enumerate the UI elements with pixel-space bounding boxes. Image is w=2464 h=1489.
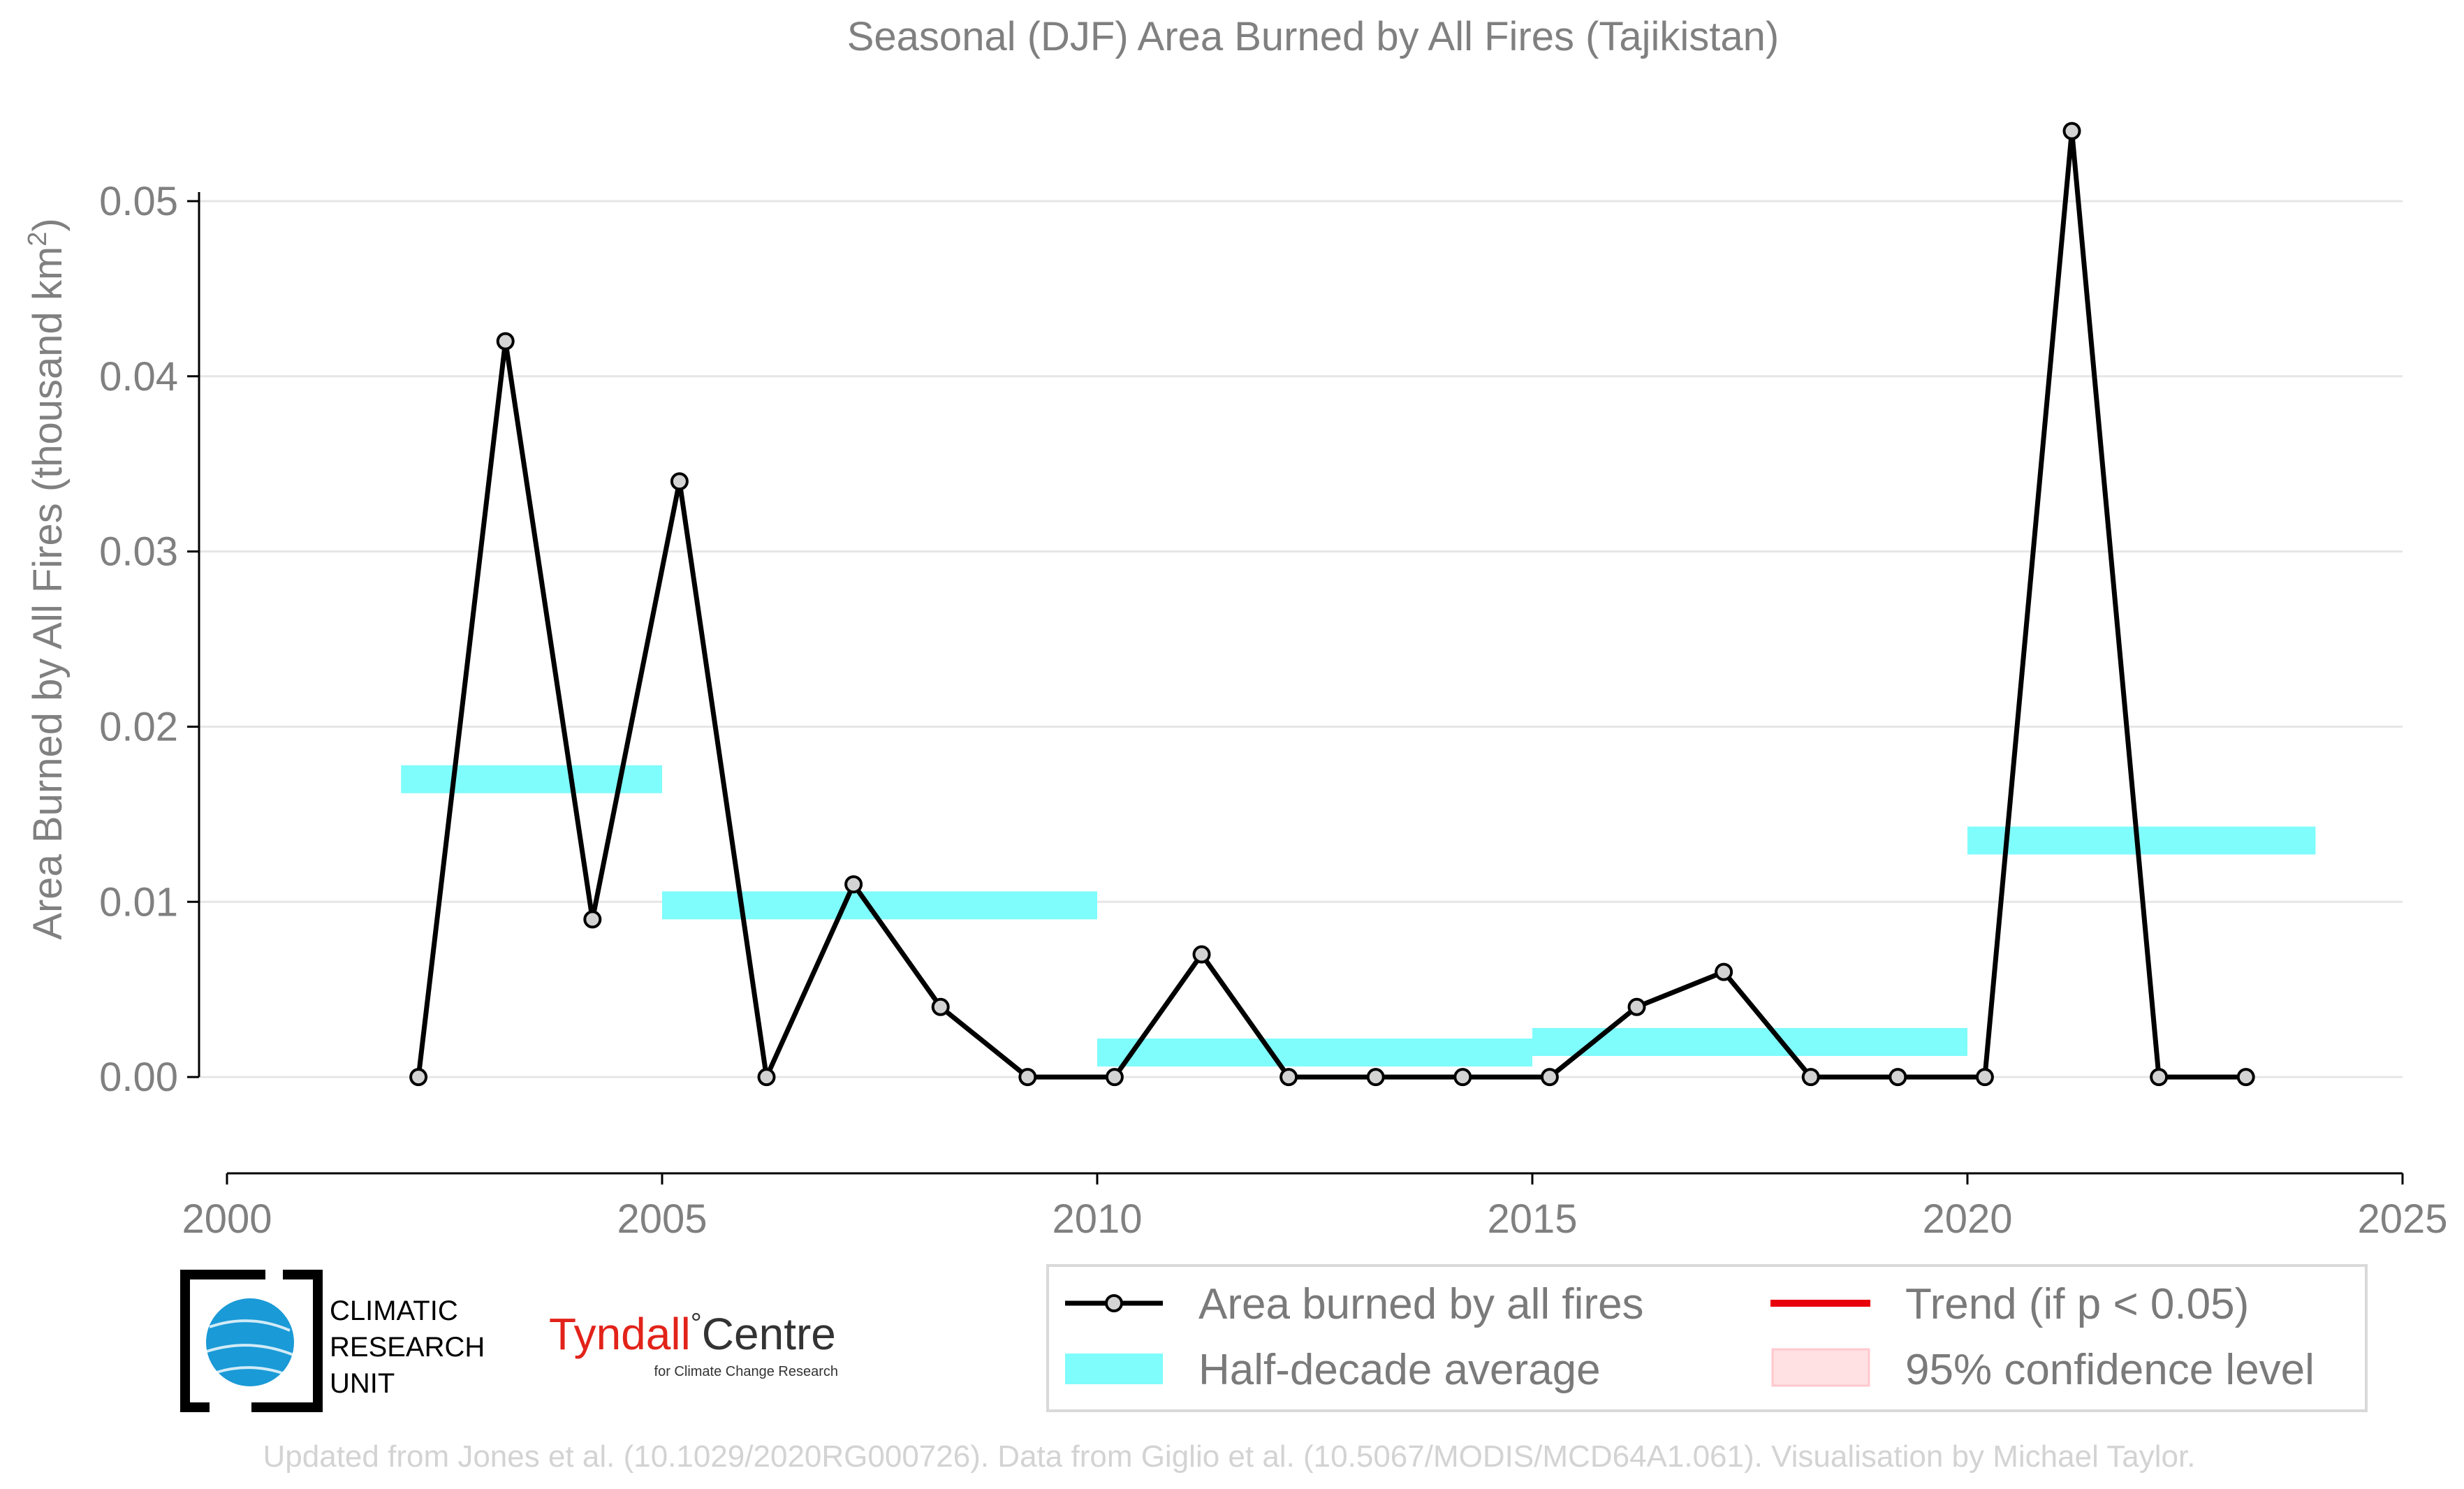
cru-line-1: CLIMATIC [330,1296,458,1326]
area-burned-points [409,122,2255,1087]
x-tick-label-4: 2020 [1922,1196,2012,1242]
y-axis-label-close: ) [25,218,71,231]
legend-label-area-burned: Area burned by all fires [1198,1280,1644,1328]
data-point-4 [757,1068,776,1087]
y-axis-label: Area Burned by All Fires (thousand km2) [23,218,71,939]
data-point-20 [2150,1068,2169,1087]
legend-frame [1046,1264,2368,1412]
credit-line: Updated from Jones et al. (10.1029/2020R… [263,1439,2196,1474]
half-decade-bar-1 [662,891,1097,920]
legend-label-half-decade: Half-decade average [1198,1346,1601,1394]
legend: Area burned by all fires Trend (if p < 0… [1046,1264,2368,1412]
data-point-6 [931,997,950,1016]
y-axis-label-superscript: 2 [23,232,52,247]
tyndall-centre: Centre [702,1309,836,1359]
globe-icon [206,1298,294,1386]
x-ticks: 2000 2005 2010 2015 2020 2025 [182,1173,2448,1242]
data-point-11 [1366,1068,1385,1087]
data-point-17 [1889,1068,1907,1087]
data-point-14 [1627,997,1646,1016]
data-point-3 [670,472,689,491]
tyndall-tagline: for Climate Change Research [654,1364,838,1379]
data-point-15 [1715,962,1733,981]
half-decade-bar-4 [1967,826,2316,855]
x-tick-label-5: 2025 [2357,1196,2447,1242]
y-tick-label-1: 0.01 [99,879,178,925]
cru-logo-bracket-left [180,1270,265,1412]
data-point-13 [1540,1068,1559,1087]
half-decade-bar-3 [1532,1027,1967,1056]
cru-logo-bracket-right [251,1270,323,1412]
data-point-5 [844,875,863,894]
data-point-0 [409,1068,428,1087]
y-tick-label-0: 0.00 [99,1055,178,1100]
legend-marker-area-burned [1105,1294,1123,1312]
legend-swatch-confidence [1771,1348,1870,1387]
tyndall-degree: ° [691,1308,702,1339]
area-burned-series [416,129,2246,1080]
data-point-18 [1975,1068,1994,1087]
tyndall-wordmark: Tyndall°Centre [549,1308,836,1359]
data-point-12 [1453,1068,1472,1087]
chart-title: Seasonal (DJF) Area Burned by All Fires … [847,14,1780,59]
data-point-10 [1279,1068,1298,1087]
half-decade-bar-2 [1097,1039,1532,1067]
gridlines [199,200,2403,1078]
x-tick-label-3: 2015 [1487,1196,1577,1242]
axes [198,192,2403,1175]
cru-logo: CLIMATIC RESEARCH UNIT [180,1270,485,1412]
y-tick-label-4: 0.04 [99,354,178,399]
half-decade-bands [401,765,2316,1067]
data-point-1 [496,332,515,351]
data-point-19 [2062,122,2081,140]
data-point-8 [1105,1068,1124,1087]
cru-line-3: UNIT [330,1368,395,1399]
legend-label-trend: Trend (if p < 0.05) [1905,1280,2249,1328]
globe-icon-lines [206,1319,294,1376]
y-tick-label-3: 0.03 [99,529,178,575]
data-point-9 [1192,945,1211,964]
data-point-21 [2236,1068,2255,1087]
x-tick-label-2: 2010 [1052,1196,1142,1242]
y-axis-label-main: Area Burned by All Fires (thousand km [25,247,71,940]
y-ticks: 0.00 0.01 0.02 0.03 0.04 0.05 [99,179,199,1100]
y-tick-label-5: 0.05 [99,179,178,224]
legend-swatch-half-decade [1065,1354,1163,1384]
cru-line-2: RESEARCH [330,1332,485,1363]
tyndall-logo: Tyndall°Centre for Climate Change Resear… [549,1308,838,1379]
data-point-7 [1018,1068,1037,1087]
x-tick-label-1: 2005 [617,1196,707,1242]
x-tick-label-0: 2000 [182,1196,272,1242]
data-point-2 [583,910,602,929]
area-burned-line [416,129,2246,1080]
tyndall-name: Tyndall [549,1309,691,1359]
data-point-16 [1801,1068,1820,1087]
legend-label-confidence: 95% confidence level [1905,1346,2315,1394]
y-tick-label-2: 0.02 [99,704,178,749]
